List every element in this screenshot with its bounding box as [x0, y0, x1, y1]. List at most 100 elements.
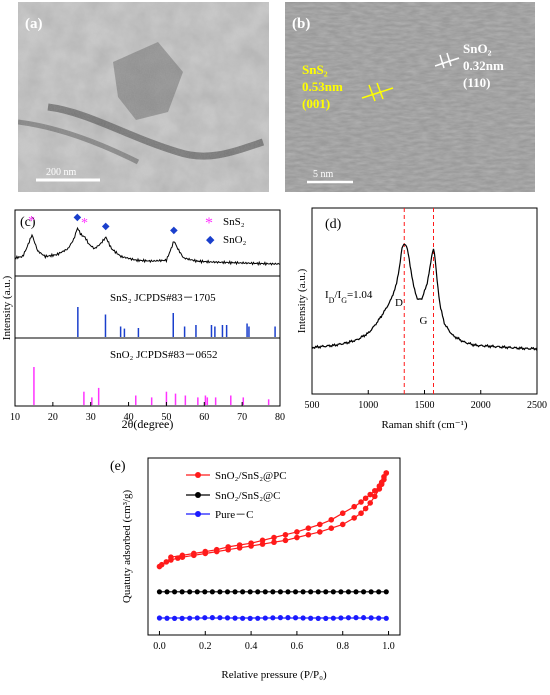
- data-point: [271, 534, 277, 541]
- x-axis-label: 2θ(degree): [122, 417, 174, 431]
- data-point: [202, 548, 209, 555]
- svg-text:(001): (001): [302, 96, 330, 111]
- data-point: [351, 515, 357, 521]
- x-tick-label: 500: [305, 400, 320, 411]
- scale-bar-label: 5 nm: [313, 169, 334, 180]
- data-point: [353, 589, 359, 595]
- data-point: [225, 544, 231, 550]
- data-point: [179, 589, 185, 595]
- data-point: [381, 473, 387, 480]
- data-point: [163, 559, 170, 565]
- panel-label: (d): [325, 217, 342, 232]
- data-point: [362, 495, 369, 502]
- data-point: [194, 615, 200, 621]
- legend-marker: [195, 511, 201, 517]
- svg-text:SnO₂: SnO₂: [463, 41, 492, 56]
- tem-image-a: (a) 200 nm: [17, 2, 269, 192]
- data-point: [262, 615, 268, 621]
- data-point: [376, 615, 382, 621]
- data-point: [300, 615, 306, 621]
- data-point: [315, 615, 321, 621]
- data-point: [305, 525, 312, 531]
- data-point: [164, 615, 170, 621]
- panel-a: (a) 200 nm: [17, 2, 269, 192]
- legend-label-sno2: SnO₂: [223, 234, 247, 246]
- data-point: [330, 615, 336, 621]
- legend-marker: [195, 492, 201, 498]
- sno2-peak-marker: ◆: [170, 225, 178, 236]
- panel-label: (a): [25, 16, 43, 32]
- data-point: [376, 589, 382, 595]
- sno2-annotation: SnO₂ 0.32nm (110): [434, 41, 504, 90]
- data-point: [308, 589, 314, 595]
- legend-label: SnO₂/SnS₂@C: [215, 490, 281, 502]
- data-point: [294, 529, 300, 535]
- data-point: [232, 589, 238, 595]
- data-point: [270, 615, 276, 621]
- data-point: [292, 615, 299, 621]
- x-tick-label: 50: [161, 412, 171, 423]
- plot-frame: [147, 457, 401, 636]
- chart-e: (e) SnO₂/SnS₂@PC SnO₂/SnS₂@C Pure－C 0.0 0.2 0.…: [100, 450, 420, 690]
- svg-text:0.32nm: 0.32nm: [463, 58, 504, 73]
- legend-label: Pure－C: [215, 509, 254, 521]
- data-point: [339, 510, 346, 517]
- data-point: [240, 615, 246, 621]
- x-tick-label: 2000: [471, 400, 491, 411]
- data-point: [224, 589, 231, 595]
- y-axis-label: Quatuty adsorbed (cm³/g): [121, 490, 133, 604]
- data-point: [368, 589, 374, 595]
- legend-label-sns2: SnS₂: [223, 216, 245, 228]
- data-point: [317, 529, 323, 535]
- hrtem-image-b: (b) SnS₂ 0.53nm (001) SnO₂ 0.32nm (110) …: [285, 2, 535, 192]
- data-point: [248, 540, 254, 546]
- data-point: [351, 503, 357, 510]
- data-point: [202, 615, 208, 621]
- data-point: [338, 615, 344, 621]
- data-point: [171, 615, 178, 621]
- data-point: [202, 589, 208, 595]
- data-point: [194, 589, 200, 595]
- data-point: [259, 537, 266, 544]
- x-tick-label: 1500: [415, 400, 435, 411]
- data-point: [171, 589, 178, 595]
- data-point: [328, 525, 335, 531]
- chart-c: (c) * * ◆ ◆ ◆ * SnS₂ ◆ SnO₂ SnS₂ JCPDS#83－1705 SnO₂…: [0, 198, 285, 434]
- data-point: [179, 552, 186, 559]
- scale-bar-label: 200 nm: [46, 167, 77, 178]
- data-point: [372, 493, 378, 500]
- chart-d: (d) ID/IG=1.04 D G 500 1000 1500 2000 2500 Raman …: [285, 198, 550, 434]
- data-point: [372, 487, 378, 494]
- data-point: [292, 589, 299, 595]
- data-point: [277, 615, 284, 621]
- peak-label-g: G: [420, 315, 428, 327]
- legend-marker: [195, 472, 201, 478]
- x-tick-label: 10: [10, 412, 20, 423]
- data-point: [328, 516, 335, 523]
- xrd-pattern-line: [14, 226, 281, 267]
- data-point: [282, 531, 289, 538]
- legend-label: SnO₂/SnS₂@PC: [215, 470, 287, 482]
- data-point: [164, 589, 170, 595]
- x-tick-label: 2500: [527, 400, 547, 411]
- x-tick-label: 1000: [358, 400, 378, 411]
- data-point: [236, 542, 243, 548]
- data-point: [191, 550, 197, 557]
- x-tick-label: 0.8: [336, 641, 349, 652]
- data-point: [209, 589, 215, 595]
- svg-text:(110): (110): [463, 75, 490, 90]
- data-point: [224, 615, 231, 621]
- y-axis-label: Intensity (a.u.): [296, 268, 308, 333]
- data-point: [255, 615, 261, 621]
- data-point: [315, 589, 321, 595]
- data-point: [255, 589, 261, 595]
- x-tick-label: 1.0: [382, 641, 395, 652]
- data-point: [217, 615, 223, 621]
- data-point: [262, 589, 268, 595]
- data-point: [339, 521, 346, 528]
- x-axis-label: Raman shift (cm⁻¹): [381, 419, 467, 431]
- data-point: [368, 615, 374, 621]
- peak-label-d: D: [395, 297, 403, 309]
- x-tick-label: 0.4: [245, 641, 258, 652]
- svg-text:0.53nm: 0.53nm: [302, 79, 343, 94]
